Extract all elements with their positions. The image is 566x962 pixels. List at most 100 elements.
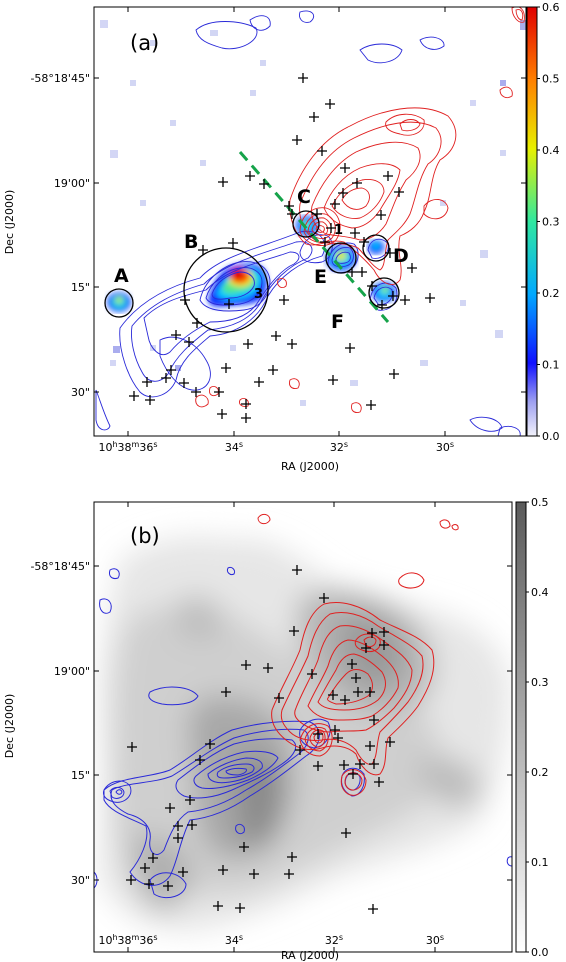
panel-a-source-cross <box>279 295 289 305</box>
panel-a-source-cross <box>191 387 201 397</box>
panel-a-colorbar-ticklabel: 0.5 <box>542 73 560 86</box>
panel-a-ytick-2: 15" <box>71 281 90 294</box>
panel-b-source-cross <box>195 755 205 765</box>
panel-a-ylabel: Dec (J2000) <box>3 190 16 255</box>
panel-a-source-cross <box>198 245 208 255</box>
panel-b-xtick-1: 34s <box>225 933 243 948</box>
panel-a-colorbar-ticks: 0.0 0.1 0.2 0.3 0.4 0.5 0.6 <box>537 1 560 443</box>
panel-a-xtick-2: 32s <box>330 440 348 455</box>
panel-b-source-cross <box>173 833 183 843</box>
circle-a <box>104 288 134 318</box>
panel-b-source-cross <box>379 627 389 637</box>
panel-b-ytick-0: -58°18'45" <box>30 560 90 573</box>
panel-a-source-cross <box>221 363 231 373</box>
panel-a-source-cross <box>243 339 253 349</box>
panel-b-image <box>94 502 512 952</box>
panel-b-source-cross <box>126 875 136 885</box>
panel-a-ytick-3: 30" <box>71 386 90 399</box>
panel-b-source-cross <box>307 669 317 679</box>
panel-a-tickmarks <box>94 7 526 436</box>
panel-b-source-cross <box>339 760 349 770</box>
panel-a-source-cross <box>192 318 202 328</box>
region-label-e: E <box>314 266 327 288</box>
panel-a-xtick-0: 10h38m36s <box>98 440 157 455</box>
panel-a-source-cross <box>383 171 393 181</box>
circle-f <box>368 277 400 309</box>
panel-b-source-cross <box>313 761 323 771</box>
dashed-line <box>238 151 390 323</box>
panel-b-source-cross <box>328 690 338 700</box>
panel-b-source-cross <box>367 628 377 638</box>
panel-b-source-cross <box>365 687 375 697</box>
panel-b-source-cross <box>355 759 365 769</box>
panel-a-source-cross <box>320 237 330 247</box>
panel-a-source-cross <box>317 146 327 156</box>
panel-b-axes-frame <box>93 501 513 953</box>
panel-a-source-cross <box>298 73 308 83</box>
panel-b-source-cross <box>163 881 173 891</box>
panel-a-source-cross <box>217 409 227 419</box>
panel-b-source-cross <box>348 769 358 779</box>
panel-b: (b) -58°18'45" 19'00" 15" 30" 10h38m36s … <box>3 496 549 962</box>
panel-b-sources <box>126 565 395 914</box>
panel-a-source-cross <box>180 295 190 305</box>
panel-b-source-cross <box>218 865 228 875</box>
panel-a-source-cross <box>271 331 281 341</box>
panel-b-colorbar-ticklabel: 0.1 <box>531 856 549 869</box>
panel-b-source-cross <box>185 795 195 805</box>
panel-b-source-cross <box>178 867 188 877</box>
panel-b-xtick-2: 32s <box>325 933 343 948</box>
panel-b-source-cross <box>165 803 175 813</box>
panel-a-source-cross <box>245 171 255 181</box>
panel-a-source-cross <box>352 178 362 188</box>
panel-a-source-cross <box>357 267 367 277</box>
panel-b-source-cross <box>235 903 245 913</box>
panel-a-source-cross <box>340 163 350 173</box>
panel-a-xtick-1: 34s <box>225 440 243 455</box>
panel-a-xlabel: RA (J2000) <box>281 460 339 473</box>
panel-a-source-cross <box>287 209 297 219</box>
panel-a-source-cross <box>407 263 417 273</box>
panel-a-source-cross <box>284 201 294 211</box>
panel-a-source-cross <box>367 281 377 291</box>
panel-b-source-cross <box>313 729 323 739</box>
panel-b-colorbar-ticklabel: 0.0 <box>531 946 549 959</box>
panel-a-source-cross <box>166 365 176 375</box>
panel-b-colorbar-ticklabel: 0.5 <box>531 496 549 509</box>
panel-b-ytick-3: 30" <box>71 874 90 887</box>
panel-a-colorbar-ticklabel: 0.3 <box>542 216 560 229</box>
panel-b-source-cross <box>205 739 215 749</box>
panel-a-source-cross <box>214 387 224 397</box>
panel-a-source-cross <box>259 179 269 189</box>
panel-a-source-cross <box>268 365 278 375</box>
panel-b-source-cross <box>361 643 371 653</box>
region-circles <box>104 210 400 333</box>
panel-a-source-cross <box>171 330 181 340</box>
panel-label-b: (b) <box>130 524 160 548</box>
panel-a-source-cross <box>145 395 155 405</box>
panel-a-source-cross <box>330 199 340 209</box>
panel-a-source-cross <box>142 377 152 387</box>
panel-a-source-cross <box>254 377 264 387</box>
panel-a-source-cross <box>224 299 234 309</box>
circle-b <box>183 247 269 333</box>
panel-a-source-cross <box>287 339 297 349</box>
panel-b-source-cross <box>353 687 363 697</box>
panel-b-source-cross <box>351 673 361 683</box>
panel-b-source-cross <box>385 737 395 747</box>
panel-b-source-cross <box>241 660 251 670</box>
panel-b-tickmarks <box>94 502 512 952</box>
panel-a-xtick-3: 30s <box>436 440 454 455</box>
panel-a-source-cross <box>400 295 410 305</box>
panel-b-colorbar-ticks: 0.0 0.1 0.2 0.3 0.4 0.5 <box>526 496 549 959</box>
panel-b-source-cross <box>284 869 294 879</box>
panel-b-source-cross <box>365 741 375 751</box>
panel-b-grayscale-emission <box>99 536 511 931</box>
panel-b-ytick-2: 15" <box>71 769 90 782</box>
panel-b-ytick-1: 19'00" <box>54 665 90 678</box>
panel-b-source-cross <box>187 820 197 830</box>
panel-a-colorbar <box>526 6 538 437</box>
panel-a-sources <box>129 73 435 423</box>
panel-b-source-cross <box>333 733 343 743</box>
panel-a-colorbar-ticklabel: 0.2 <box>542 287 560 300</box>
